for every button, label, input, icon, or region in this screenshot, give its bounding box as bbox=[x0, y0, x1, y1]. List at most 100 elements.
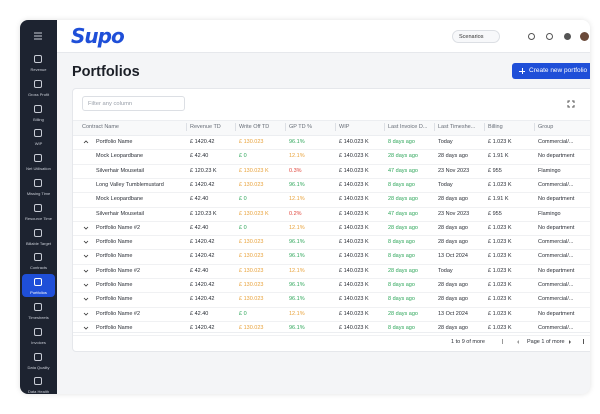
chevron bbox=[83, 283, 89, 287]
expander[interactable] bbox=[83, 296, 89, 302]
chevron bbox=[83, 269, 89, 273]
column-header[interactable]: Revenue TD bbox=[190, 124, 221, 130]
column-header[interactable]: Write Off TD bbox=[239, 124, 270, 130]
table-cell: 12.1% bbox=[289, 196, 305, 203]
pagination-first[interactable] bbox=[502, 339, 507, 344]
search-icon[interactable] bbox=[528, 33, 535, 40]
column-header[interactable]: Last Timeshe... bbox=[438, 124, 476, 130]
nav-icon bbox=[34, 179, 42, 187]
table-cell: £ 1420.42 bbox=[190, 324, 215, 331]
nav-item[interactable]: Resource Time bbox=[22, 200, 55, 223]
nav-item[interactable]: Portfolios bbox=[22, 274, 55, 298]
table-cell: £ 1.91 K bbox=[488, 153, 509, 160]
menu-icon[interactable] bbox=[33, 32, 43, 40]
table-cell: £ 955 bbox=[488, 210, 502, 217]
table-cell: Commercial/... bbox=[538, 253, 574, 260]
nav-item[interactable]: Missing Time bbox=[22, 175, 55, 198]
row-divider bbox=[73, 263, 590, 265]
column-header[interactable]: GP TD % bbox=[289, 124, 313, 130]
nav-item[interactable]: Invoices bbox=[22, 324, 55, 347]
chevron bbox=[83, 226, 89, 230]
settings-icon[interactable] bbox=[564, 33, 571, 40]
table-cell: £ 1.023 K bbox=[488, 282, 512, 288]
nav-label: Invoices bbox=[31, 339, 46, 345]
chevron bbox=[83, 312, 89, 316]
expander[interactable] bbox=[83, 239, 89, 245]
pagination-next[interactable] bbox=[569, 340, 573, 344]
nav-item[interactable]: Net Utilisation bbox=[22, 150, 55, 173]
table-cell: £ 1.91 K bbox=[488, 196, 509, 203]
nav-item[interactable]: WIP bbox=[22, 125, 55, 148]
table-cell: £ 140.023 K bbox=[339, 181, 369, 188]
table-cell: Silverhair Mousetail bbox=[96, 167, 144, 174]
column-header[interactable]: WIP bbox=[339, 124, 350, 130]
table-cell: £ 130.023 bbox=[239, 296, 264, 303]
row-divider bbox=[73, 192, 590, 194]
table-cell: Today bbox=[438, 139, 453, 145]
nav-label: Billing bbox=[33, 116, 44, 122]
table-cell: No department bbox=[538, 224, 575, 231]
pagination-prev[interactable] bbox=[515, 340, 519, 344]
nav-label: Timesheets bbox=[28, 315, 49, 320]
expander[interactable] bbox=[83, 268, 89, 274]
table-cell: £ 130.023 K bbox=[239, 167, 269, 174]
nav-item[interactable]: Timesheets bbox=[22, 299, 55, 322]
nav-label: Billable Target bbox=[25, 240, 52, 246]
logo[interactable]: Supo bbox=[71, 24, 125, 48]
expander[interactable] bbox=[83, 282, 89, 288]
table-cell: £ 140.023 K bbox=[339, 239, 369, 246]
help-icon[interactable] bbox=[546, 33, 553, 40]
expander[interactable] bbox=[83, 139, 89, 145]
table-cell: £ 955 bbox=[488, 167, 502, 174]
nav-item[interactable]: Data Quality bbox=[22, 349, 55, 372]
expander[interactable] bbox=[83, 311, 89, 317]
table-cell: 8 days ago bbox=[388, 296, 415, 303]
column-header[interactable]: Last Invoice D... bbox=[388, 124, 428, 130]
table-cell: Commercial/... bbox=[538, 239, 574, 246]
nav-item[interactable]: Revenue bbox=[22, 51, 55, 74]
column-header[interactable]: Contract Name bbox=[82, 124, 119, 130]
table-cell: £ 130.023 bbox=[239, 239, 264, 246]
nav-item[interactable]: Gross Profit bbox=[22, 76, 55, 99]
row-divider bbox=[73, 335, 590, 337]
expander[interactable] bbox=[83, 253, 89, 259]
scenarios-button[interactable]: Scenarios bbox=[452, 30, 500, 43]
table-cell: 23 Nov 2023 bbox=[438, 167, 470, 174]
nav-item[interactable]: Billing bbox=[22, 101, 55, 124]
row-divider bbox=[73, 292, 590, 294]
create-button[interactable]: Create new portfolio bbox=[512, 63, 590, 79]
table-cell: £ 130.023 bbox=[239, 139, 264, 145]
nav-item[interactable]: Contracts bbox=[22, 249, 55, 272]
table-cell: Today bbox=[438, 267, 453, 274]
nav-item[interactable]: Data Health bbox=[22, 373, 55, 394]
expander[interactable] bbox=[83, 225, 89, 231]
table-cell: No department bbox=[538, 196, 575, 203]
fullscreen-icon[interactable] bbox=[567, 100, 575, 108]
table-cell: Portfolio Name bbox=[96, 239, 133, 246]
chevron bbox=[83, 140, 89, 144]
table-cell: 8 days ago bbox=[388, 139, 415, 145]
column-divider bbox=[186, 123, 187, 131]
footer-divider bbox=[73, 332, 590, 333]
nav-icon bbox=[34, 79, 42, 88]
nav-label: Contracts bbox=[29, 265, 48, 271]
table-cell: 96.1% bbox=[289, 253, 305, 260]
table-cell: £ 42.40 bbox=[190, 310, 209, 317]
filter-input[interactable]: Filter any column bbox=[82, 96, 185, 111]
nav-label: Missing Time bbox=[26, 191, 51, 196]
table-cell: 47 days ago bbox=[388, 167, 418, 174]
table-cell: 8 days ago bbox=[388, 324, 415, 331]
table-cell: £ 1420.42 bbox=[190, 296, 215, 303]
column-header[interactable]: Billing bbox=[488, 124, 503, 130]
nav-icon bbox=[34, 253, 42, 262]
column-header[interactable]: Group bbox=[538, 124, 554, 130]
nav-item[interactable]: Billable Target bbox=[22, 225, 55, 248]
table-cell: 28 days ago bbox=[438, 224, 468, 231]
table-cell: 23 Nov 2023 bbox=[438, 210, 470, 217]
pagination-last[interactable] bbox=[579, 339, 584, 344]
table-cell: 28 days ago bbox=[388, 310, 418, 317]
nav-label: Gross Profit bbox=[27, 91, 50, 97]
avatar[interactable] bbox=[580, 32, 589, 41]
expander[interactable] bbox=[83, 325, 89, 331]
table-cell: Portfolio Name bbox=[96, 324, 133, 331]
